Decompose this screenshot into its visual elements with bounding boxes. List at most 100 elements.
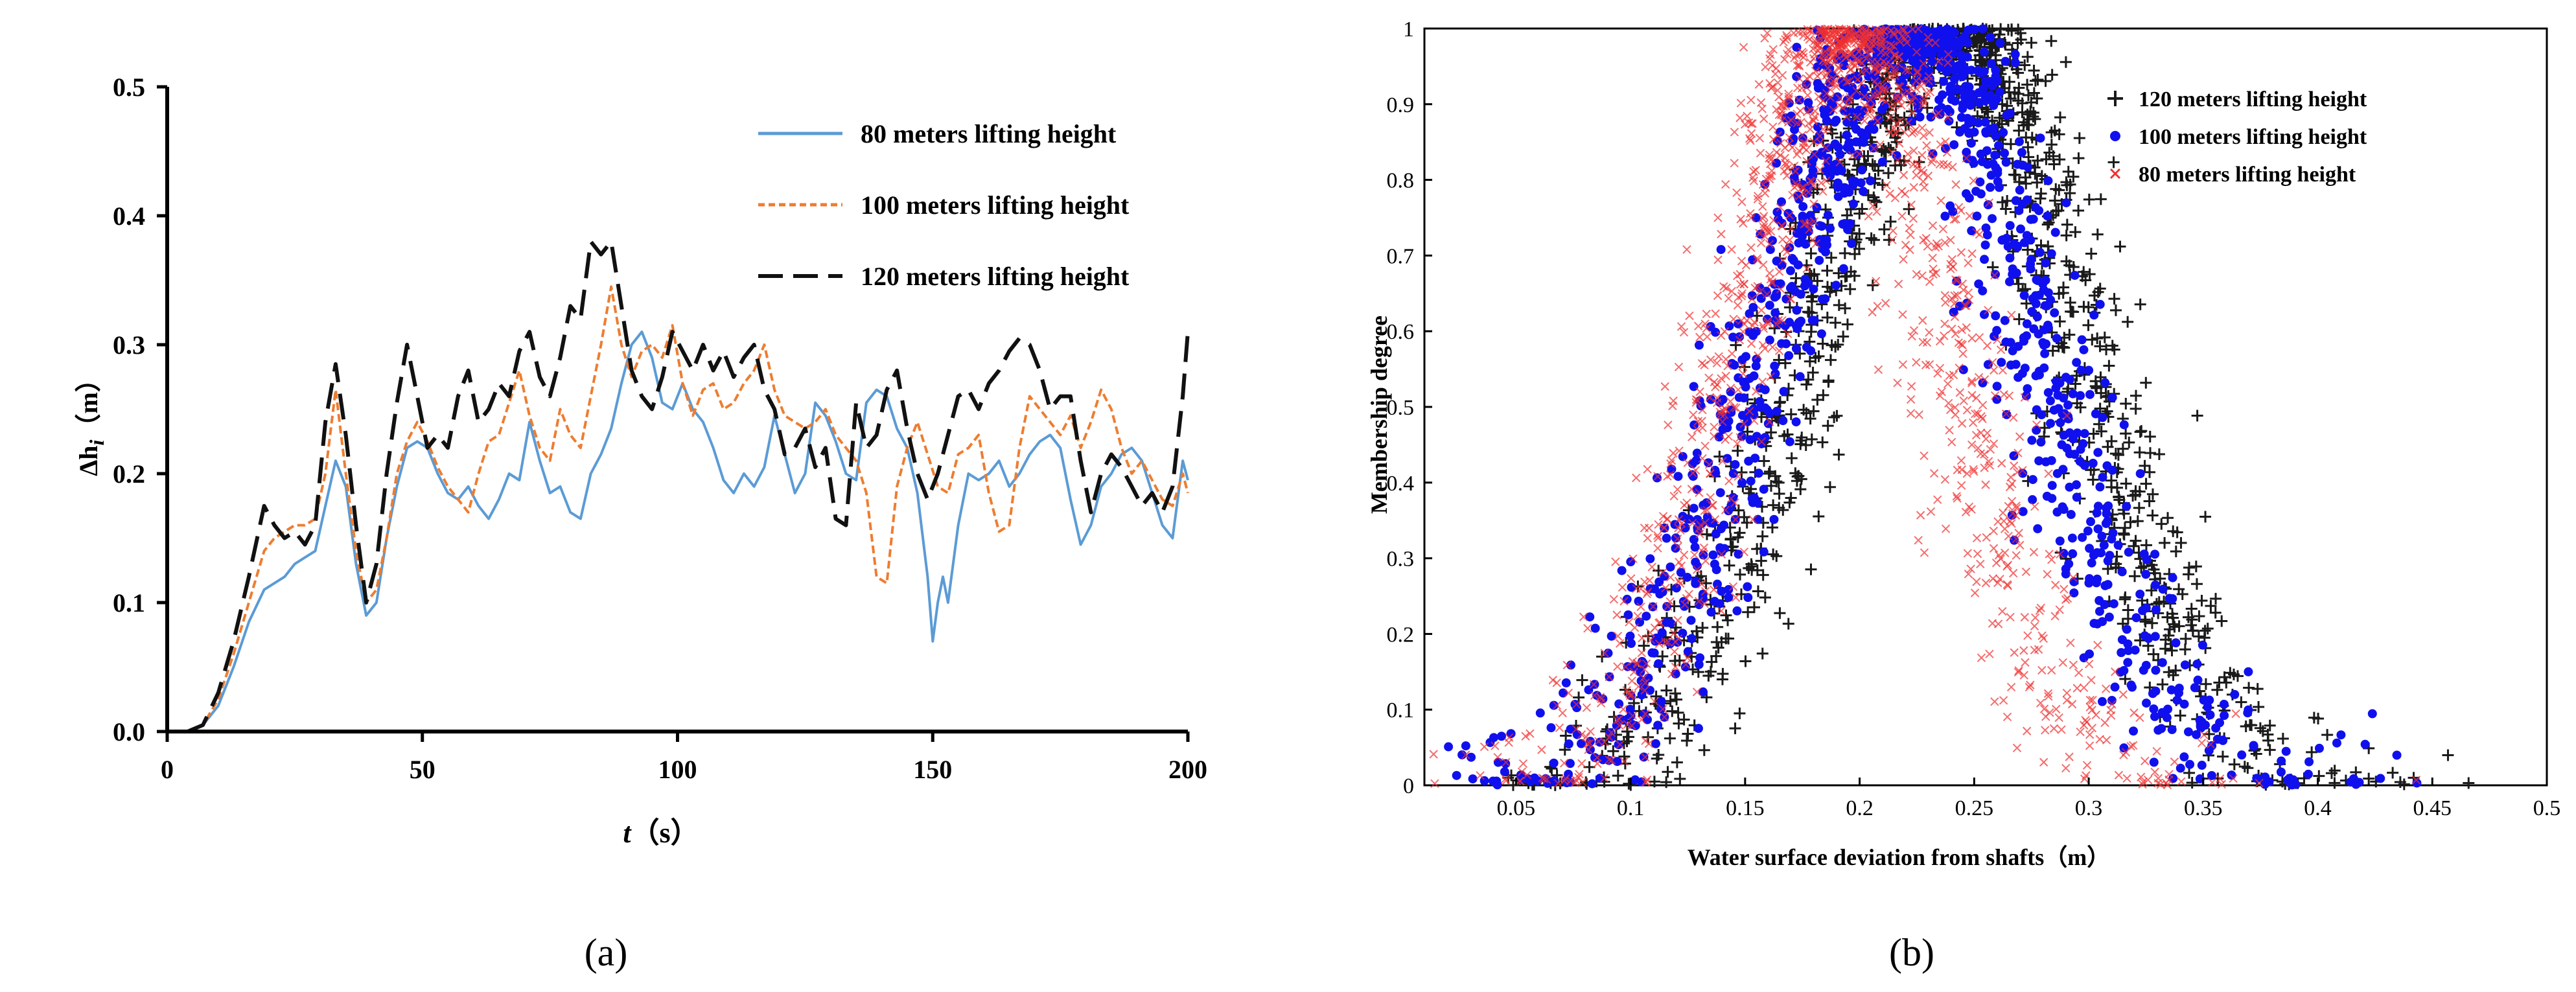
scatter-point [2085, 730, 2094, 739]
scatter-point [1901, 65, 1910, 75]
scatter-point [1909, 160, 1918, 169]
scatter-point [1997, 358, 2006, 367]
scatter-point [1774, 93, 1783, 102]
scatter-point [1783, 496, 1796, 509]
scatter-point [1748, 321, 1758, 330]
scatter-point [1919, 235, 1928, 245]
scatter-point [2109, 304, 2122, 316]
scatter-point [1829, 317, 1842, 329]
scatter-point [1967, 378, 1977, 387]
scatter-point [2091, 710, 2101, 720]
scatter-point [1953, 494, 1962, 503]
scatter-point [1999, 390, 2008, 399]
scatter-point [2140, 631, 2150, 641]
scatter-point [2106, 340, 2118, 352]
scatter-point [1777, 218, 1787, 228]
scatter-point [1767, 171, 1776, 180]
scatter-point [1745, 134, 1754, 143]
scatter-point [1875, 140, 1885, 150]
scatter-point [1787, 224, 1796, 233]
scatter-point [1887, 72, 1896, 81]
scatter-point [2068, 549, 2078, 559]
scatter-point [1745, 435, 1755, 444]
scatter-point [2013, 373, 2023, 382]
scatter-point [2044, 692, 2053, 701]
scatter-point [1807, 405, 1820, 417]
scatter-point [1660, 523, 1669, 533]
scatter-point [1962, 154, 1971, 163]
scatter-point [2022, 726, 2032, 735]
scatter-point [2220, 711, 2229, 721]
scatter-point [1716, 331, 1726, 340]
scatter-point [1833, 267, 1845, 279]
scatter-point [1759, 220, 1769, 229]
scatter-point [1564, 769, 1573, 779]
scatter-point [2013, 448, 2023, 457]
scatter-point [1723, 559, 1735, 571]
scatter-point [1706, 321, 1715, 331]
scatter-point [1977, 428, 1986, 437]
scatter-point [1927, 148, 1936, 158]
scatter-point [2277, 756, 2286, 766]
scatter-point [1821, 264, 1833, 277]
scatter-point [1976, 149, 1986, 159]
scatter-point [1919, 59, 1928, 68]
scatter-point [1768, 343, 1777, 352]
scatter-point [1677, 519, 1686, 528]
scatter-point [1748, 119, 1757, 128]
scatter-point [1673, 616, 1682, 625]
scatter-point [2048, 194, 2061, 207]
scatter-point [1746, 119, 1756, 128]
scatter-point [2076, 391, 2085, 400]
scatter-point [1802, 157, 1811, 166]
scatter-point [1964, 128, 1974, 138]
scatter-point [2042, 491, 2052, 501]
scatter-point [1805, 563, 1817, 575]
scatter-point [2073, 132, 2085, 144]
scatter-point [1492, 780, 1502, 790]
scatter-point [1467, 752, 1476, 762]
scatter-point [1941, 137, 1950, 146]
scatter-point [1597, 694, 1606, 704]
scatter-point [1682, 572, 1692, 582]
scatter-point [1897, 187, 1907, 196]
scatter-point [2028, 64, 2040, 76]
scatter-point [1664, 695, 1677, 708]
scatter-point [1700, 441, 1710, 451]
scatter-point [1496, 732, 1506, 741]
scatter-point [2141, 570, 2151, 579]
scatter-point [1763, 319, 1772, 328]
scatter-point [1682, 594, 1691, 603]
scatter-point [1762, 405, 1772, 415]
scatter-point [1969, 465, 1978, 474]
scatter-point [2045, 708, 2054, 717]
scatter-point [2192, 659, 2202, 669]
scatter-point [1818, 124, 1828, 134]
scatter-point [1785, 452, 1798, 465]
scatter-point [1972, 211, 1982, 221]
legend-label-80m: 80 meters lifting height [861, 119, 1117, 148]
scatter-point [1793, 28, 1803, 37]
scatter-point [2003, 76, 2015, 88]
scatter-point [2304, 757, 2314, 767]
scatter-point [2227, 770, 2236, 780]
scatter-point [1751, 361, 1761, 371]
scatter-point [2026, 259, 2036, 269]
scatter-point [1824, 481, 1836, 493]
scatter-point [1727, 358, 1737, 368]
scatter-point [1794, 194, 1804, 204]
scatter-point [2243, 708, 2253, 718]
scatter-point [2141, 756, 2150, 766]
scatter-point [2235, 696, 2247, 708]
scatter-point [1964, 193, 1974, 203]
scatter-point [1691, 398, 1700, 407]
scatter-point [2006, 682, 2016, 692]
scatter-point [1922, 338, 1932, 347]
scatter-point [1546, 723, 1556, 733]
scatter-point [2134, 426, 2146, 438]
scatter-point [2004, 502, 2013, 511]
scatter-point [1873, 117, 1882, 126]
scatter-point [1892, 129, 1901, 138]
scatter-point [2095, 425, 2107, 437]
